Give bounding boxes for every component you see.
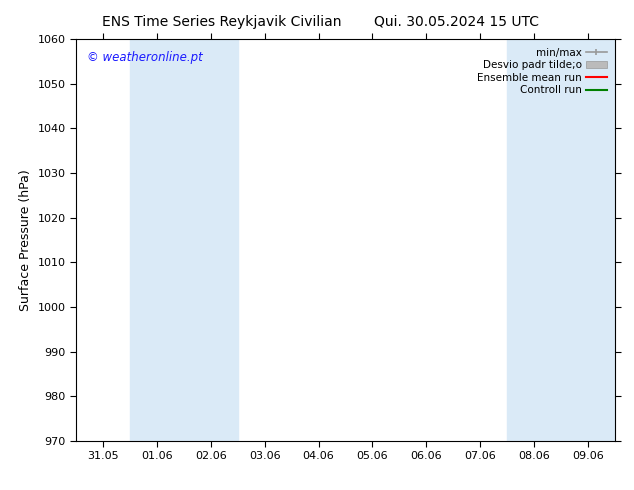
Bar — [130, 39, 184, 441]
Bar — [507, 39, 561, 441]
Text: Qui. 30.05.2024 15 UTC: Qui. 30.05.2024 15 UTC — [374, 15, 539, 29]
Legend: min/max, Desvio padr tilde;o, Ensemble mean run, Controll run: min/max, Desvio padr tilde;o, Ensemble m… — [474, 45, 610, 98]
Bar — [184, 39, 238, 441]
Bar — [561, 39, 615, 441]
Text: © weatheronline.pt: © weatheronline.pt — [87, 51, 203, 64]
Y-axis label: Surface Pressure (hPa): Surface Pressure (hPa) — [19, 169, 32, 311]
Text: ENS Time Series Reykjavik Civilian: ENS Time Series Reykjavik Civilian — [102, 15, 342, 29]
